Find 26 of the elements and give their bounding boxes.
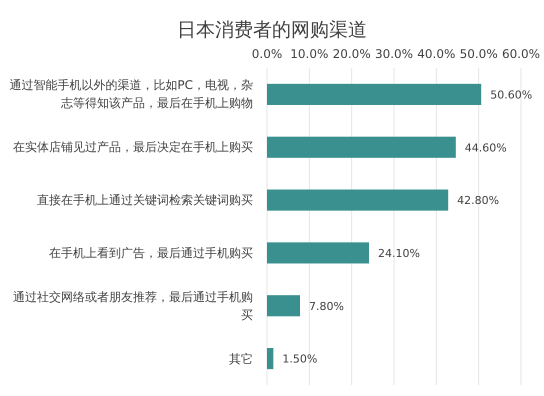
- data-label: 7.80%: [309, 300, 344, 313]
- y-tick-label: 直接在手机上通过关键词检索关键词购买: [36, 192, 253, 210]
- bar: [267, 84, 482, 105]
- bar: [267, 242, 370, 264]
- y-tick-label: 其它: [228, 350, 253, 368]
- bar: [267, 348, 274, 370]
- data-label: 44.60%: [464, 141, 507, 154]
- x-tick-label: 30.0%: [374, 47, 414, 61]
- y-tick-label: 通过智能手机以外的渠道，比如PC，电视，杂志等得知该产品，最后在手机上购物: [8, 77, 253, 112]
- x-tick-label: 20.0%: [332, 47, 371, 61]
- x-tick-label: 40.0%: [417, 47, 456, 61]
- y-tick-label: 通过社交网络或者朋友推荐，最后通过手机购买: [12, 288, 253, 324]
- chart-title: 日本消费者的网购渠道: [177, 19, 367, 41]
- data-label: 42.80%: [457, 194, 500, 208]
- x-tick-label: 50.0%: [460, 47, 498, 61]
- data-label: 24.10%: [378, 246, 420, 260]
- x-tick-label: 0.0%: [252, 47, 282, 61]
- data-label: 50.60%: [490, 88, 532, 102]
- x-tick-label: 60.0%: [502, 47, 540, 61]
- data-label: 1.50%: [282, 352, 318, 366]
- x-tick-label: 10.0%: [290, 47, 328, 61]
- bar: [267, 136, 456, 158]
- y-tick-label: 在手机上看到广告，最后通过手机购买: [48, 244, 253, 262]
- y-tick-label: 在实体店铺见过产品，最后决定在手机上购买: [12, 139, 253, 156]
- bar: [267, 295, 300, 316]
- bar: [267, 190, 448, 211]
